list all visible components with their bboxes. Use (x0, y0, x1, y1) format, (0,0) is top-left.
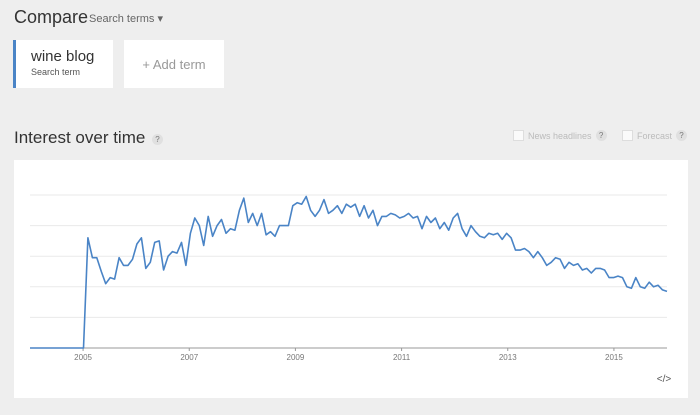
x-tick-label: 2007 (180, 353, 198, 362)
x-tick-label: 2011 (393, 353, 411, 362)
option-label: Forecast (637, 130, 673, 141)
term-card[interactable]: wine blog Search term (13, 40, 113, 88)
page-title: Compare (14, 7, 89, 27)
chart-card: </> 2005 2007 2009 2011 2013 2015 (14, 160, 688, 398)
help-icon: ? (595, 130, 607, 141)
term-label: wine blog (31, 48, 95, 65)
news-option[interactable]: News headlines? (513, 130, 607, 141)
help-icon: ? (676, 130, 688, 141)
trend-line (30, 195, 668, 349)
search-terms-dropdown[interactable]: Search terms ▾ (89, 13, 163, 25)
forecast-option[interactable]: Forecast? (622, 130, 688, 141)
embed-icon[interactable]: </> (657, 374, 672, 385)
section-title: Interest over time (14, 128, 146, 147)
x-tick-label: 2013 (499, 353, 517, 362)
dropdown-label: Search terms (89, 13, 155, 25)
add-term[interactable]: + Add term (124, 40, 224, 88)
checkbox (622, 130, 633, 141)
x-tick-label: 2009 (287, 353, 305, 362)
x-tick-label: 2005 (74, 353, 92, 362)
help-icon[interactable]: ? (152, 134, 163, 145)
x-tick-label: 2015 (605, 353, 623, 362)
checkbox (513, 130, 524, 141)
chart: </> 2005 2007 2009 2011 2013 2015 (30, 194, 672, 385)
option-label: News headlines (528, 130, 592, 141)
term-sublabel: Search term (31, 67, 81, 77)
